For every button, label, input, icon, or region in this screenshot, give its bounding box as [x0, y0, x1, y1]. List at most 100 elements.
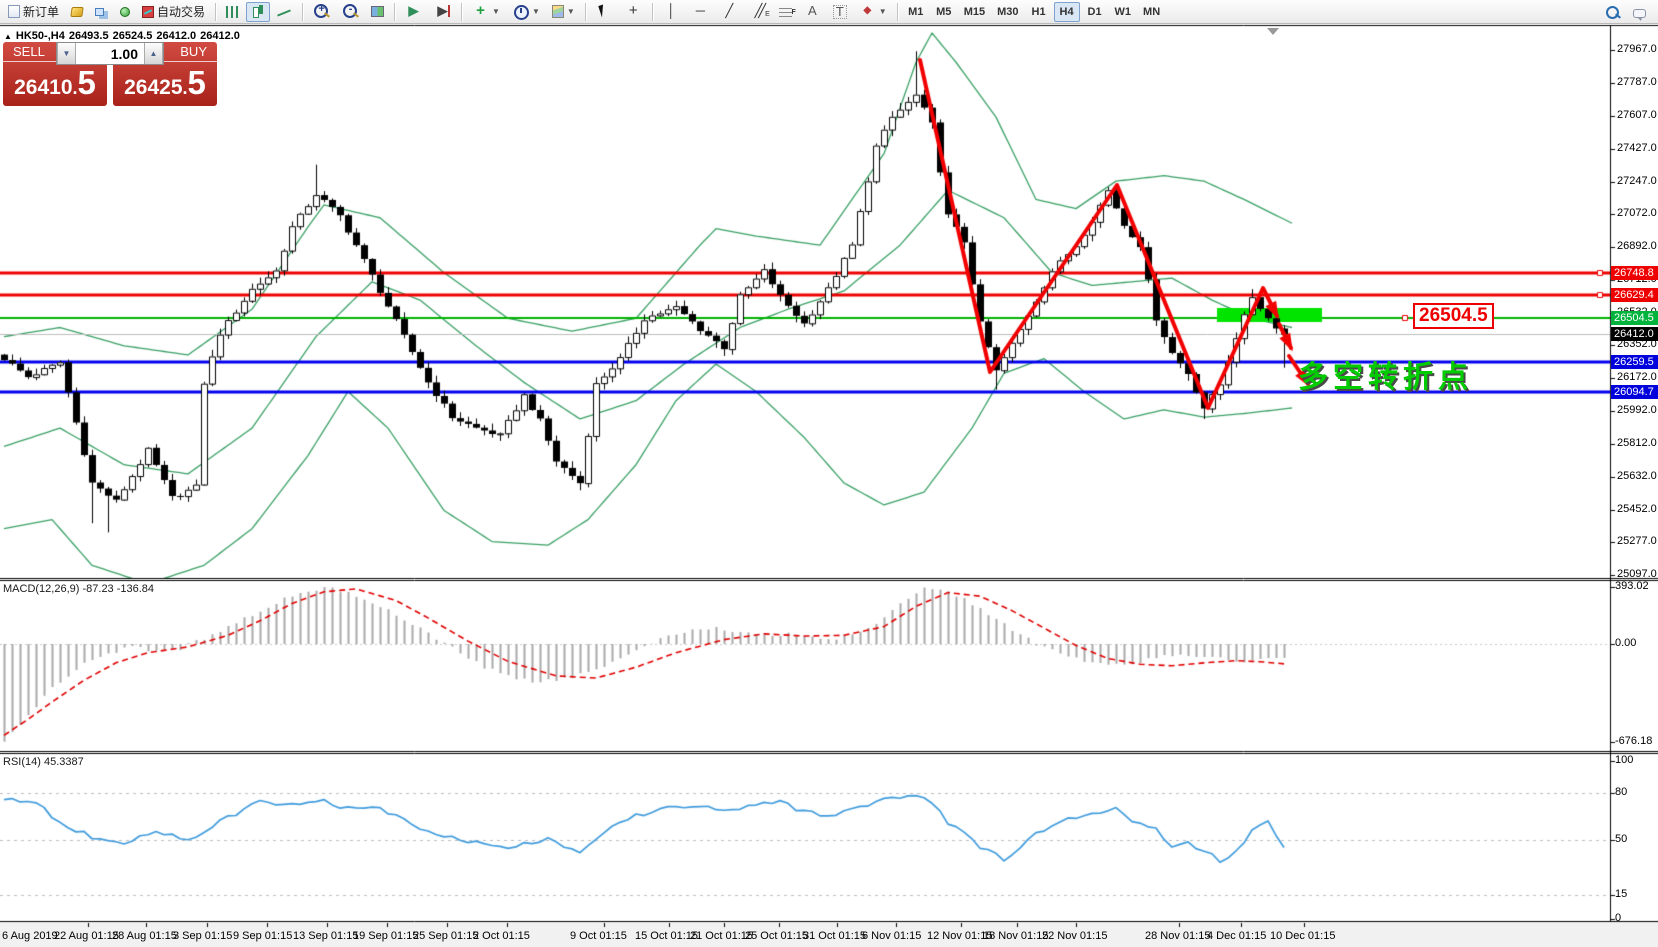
timeframe-m5[interactable]: M5: [931, 2, 957, 22]
toolbar: 新订单自动交易+-▶▶+▼▼▼+│─╱╱╱AT◆▼M1M5M15M30H1H4D…: [0, 0, 1658, 24]
toolbar-equidistant-channel-button[interactable]: ╱╱: [745, 2, 772, 23]
price-axis-label: 25812.0: [1617, 437, 1657, 450]
timeframe-h1[interactable]: H1: [1026, 2, 1052, 22]
toolbar-button-label: D1: [1087, 5, 1102, 18]
toolbar-text-button[interactable]: A: [799, 2, 826, 22]
toolbar-fibonacci-button[interactable]: [774, 2, 797, 22]
chart-shift-marker-icon[interactable]: [1267, 28, 1279, 35]
toolbar-chart-window-button[interactable]: [66, 2, 88, 22]
volume-increase-button[interactable]: ▲: [144, 43, 163, 64]
toolbar-separator: [215, 2, 217, 21]
timeframe-m1[interactable]: M1: [903, 2, 929, 22]
date-axis-label: 28 Nov 01:15: [1145, 930, 1211, 942]
rsi-name: RSI(14): [3, 756, 41, 768]
toolbar-auto-scroll-button[interactable]: ▶: [400, 2, 427, 22]
macd-axis-label: 0.00: [1615, 637, 1637, 649]
macd-axis-label: -676.18: [1615, 734, 1653, 747]
date-axis-label: 12 Nov 01:15: [927, 930, 993, 942]
toolbar-crosshair-button[interactable]: +: [620, 2, 647, 22]
date-axis-label: 25 Sep 01:15: [413, 930, 479, 942]
toolbar-zoom-in-button[interactable]: +: [308, 2, 335, 22]
toolbar-auto-trading-button[interactable]: 自动交易: [137, 2, 210, 22]
timeframe-h4[interactable]: H4: [1053, 1, 1080, 22]
toolbar-tile-windows-button[interactable]: [366, 2, 389, 22]
chevron-down-icon[interactable]: ▼: [492, 7, 500, 16]
windows-icon: [95, 7, 105, 16]
toolbar-bar-chart-button[interactable]: [221, 2, 244, 22]
toolbar-vertical-line-button[interactable]: │: [658, 2, 685, 22]
macd-name: MACD(12,26,9): [3, 583, 80, 595]
toolbar-search-button[interactable]: [1599, 2, 1626, 22]
candles-icon: [251, 5, 265, 18]
toolbar-candlestick-chart-button[interactable]: [246, 1, 271, 22]
toolbar-trendline-button[interactable]: ╱: [716, 2, 743, 22]
rsi-indicator-label: RSI(14) 45.3387: [3, 756, 84, 768]
buy-price-frac: 5: [187, 64, 206, 101]
shift-icon: ▶: [434, 4, 451, 19]
sell-label[interactable]: SELL: [3, 42, 107, 62]
toolbar-button-label: 新订单: [23, 5, 60, 19]
chevron-down-icon[interactable]: ▼: [531, 7, 540, 16]
toolbar-zoom-out-button[interactable]: -: [337, 2, 364, 22]
price-line-tag: 26259.5: [1611, 355, 1658, 370]
date-axis-label: 19 Sep 01:15: [353, 930, 419, 942]
toolbar-profiles-button[interactable]: [90, 2, 113, 22]
price-line-tag: 26629.4: [1611, 287, 1658, 302]
timeframe-d1[interactable]: D1: [1082, 2, 1108, 22]
sell-price-main: 26410: [14, 76, 73, 99]
toolbar-horizontal-line-button[interactable]: ─: [687, 2, 714, 22]
toolbar-templates-button[interactable]: ▼: [547, 2, 580, 22]
volume-spinner: ▼ 1.00 ▲: [56, 42, 164, 65]
chevron-down-icon[interactable]: ▼: [566, 7, 575, 16]
toolbar-button-label: M5: [936, 5, 952, 18]
toolbar-periods-button[interactable]: ▼: [507, 2, 545, 22]
price-line-tag: 26504.5: [1611, 310, 1658, 325]
toolbar-separator: [302, 2, 304, 21]
toolbar-right-group: [1598, 2, 1652, 22]
bars-icon: [226, 5, 240, 18]
macd-indicator-label: MACD(12,26,9) -87.23 -136.84: [3, 583, 154, 595]
timeframe-mn[interactable]: MN: [1138, 2, 1165, 22]
price-axis-label: 27967.0: [1617, 43, 1657, 55]
toolbar-separator: [394, 2, 396, 21]
rsi-value: 45.3387: [43, 756, 84, 768]
toolbar-button-label: M15: [963, 5, 986, 18]
toolbar-alerts-button[interactable]: [115, 2, 135, 22]
fibo-icon: [778, 6, 796, 20]
zoomout-icon: -: [342, 4, 359, 19]
toolbar-separator: [651, 2, 653, 21]
zoomin-icon: +: [313, 4, 330, 19]
price-line-tag: 26094.7: [1611, 385, 1658, 400]
price-level-callout[interactable]: 26504.5: [1413, 303, 1494, 329]
toolbar-text-label-button[interactable]: T: [828, 2, 852, 22]
toolbar-arrows-button[interactable]: ◆ ▼: [854, 2, 892, 22]
buy-label[interactable]: BUY: [113, 42, 217, 62]
chevron-down-icon[interactable]: ▼: [878, 7, 887, 16]
date-axis-label: 6 Aug 2019: [2, 930, 58, 942]
toolbar-line-chart-button[interactable]: [272, 2, 297, 22]
search-icon: [1604, 5, 1621, 20]
toolbar-indicators-button[interactable]: + ▼: [467, 2, 505, 22]
toolbar-new-order-button[interactable]: 新订单: [3, 2, 64, 22]
price-axis-label: 25992.0: [1617, 404, 1657, 417]
timeframe-m30[interactable]: M30: [992, 2, 1023, 22]
template-icon: [551, 5, 564, 18]
date-axis-label: 28 Aug 01:15: [112, 930, 177, 942]
toolbar-chat-button[interactable]: [1628, 2, 1651, 22]
chart-annotation-text[interactable]: 多空转折点: [1298, 361, 1473, 394]
timeframe-w1[interactable]: W1: [1110, 2, 1137, 22]
volume-decrease-button[interactable]: ▼: [57, 43, 76, 64]
toolbar-cursor-button[interactable]: [591, 2, 618, 22]
volume-input[interactable]: 1.00: [76, 43, 144, 64]
toolbar-button-label: H1: [1031, 5, 1046, 18]
toolbar-chart-shift-button[interactable]: ▶: [429, 2, 456, 22]
panel-collapse-icon[interactable]: ▲: [4, 32, 12, 41]
toolbar-separator: [584, 2, 586, 21]
bar-open: 26493.5: [68, 30, 109, 42]
vline-icon: │: [667, 3, 676, 18]
neworder-icon: [8, 5, 20, 18]
timeframe-m15[interactable]: M15: [959, 2, 990, 22]
date-axis-label: 18 Nov 01:15: [983, 930, 1049, 942]
autotrade-icon: [142, 5, 155, 18]
